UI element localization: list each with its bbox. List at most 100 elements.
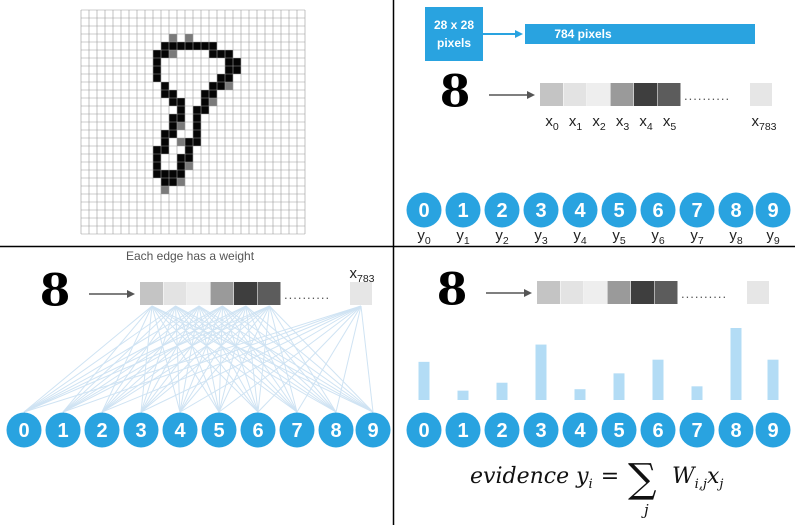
formula-lhs: evidence y xyxy=(470,464,589,489)
digit-thumbnail: 8 xyxy=(440,67,471,118)
pixel-cell xyxy=(210,282,234,305)
x-label: x1 xyxy=(569,113,583,133)
y-label: y9 xyxy=(766,227,780,247)
weight-edge xyxy=(101,305,270,413)
ink-pixel xyxy=(161,50,169,58)
digit-node-label: 9 xyxy=(367,420,378,442)
digit-node xyxy=(755,412,791,448)
x-label-base: x xyxy=(663,113,671,130)
weight-edge xyxy=(62,305,270,413)
ink-pixel xyxy=(177,154,185,162)
digit-thumbnail: 8 xyxy=(437,265,468,316)
pixel-cell xyxy=(234,282,257,305)
digit-node xyxy=(640,412,676,448)
digit-node-label: 6 xyxy=(252,420,263,442)
pixel-vector-row: 8 ..........x0 x1 x2 x3 x4 x5 x783 xyxy=(440,67,777,134)
digit-node-label: 8 xyxy=(330,420,341,442)
ink-pixel xyxy=(177,162,185,170)
weight-edge xyxy=(23,305,362,413)
x-label-base: x xyxy=(545,113,553,130)
ink-pixel xyxy=(169,122,177,130)
weight-edge xyxy=(62,305,247,413)
ink-pixel xyxy=(225,74,233,82)
ink-pixel xyxy=(177,42,185,50)
y-label: y3 xyxy=(534,227,548,247)
ink-pixel xyxy=(201,42,209,50)
formula-sum-index: j xyxy=(641,501,649,519)
ink-pixel xyxy=(217,82,225,90)
ink-pixel xyxy=(217,74,225,82)
digit-node-label: 2 xyxy=(496,200,507,222)
x-label-last-weights: x783 xyxy=(349,265,374,285)
digit-node-label: 8 xyxy=(730,420,741,442)
ink-pixel xyxy=(177,170,185,178)
weight-edge xyxy=(179,305,270,413)
evidence-bar xyxy=(730,328,742,400)
digit-node xyxy=(318,412,354,448)
weight-edge xyxy=(101,305,223,413)
vector-bar-label: 784 pixels xyxy=(554,27,612,41)
ink-pixel xyxy=(153,58,161,66)
weight-edge xyxy=(23,305,270,413)
digit-node-label: 9 xyxy=(767,200,778,222)
pixel-grid-panel xyxy=(80,9,306,235)
x-label-last-base: x xyxy=(751,113,759,130)
weight-edge xyxy=(257,305,270,413)
weight-edge xyxy=(23,305,200,413)
evidence-formula: evidence yi = xyxy=(470,464,619,492)
digit-node-label: 0 xyxy=(418,200,429,222)
output-digit-row: 0 1 2 3 4 5 6 7 8 9y0 y1 y2 y3 y4 y5 y6 y7 y8 y9 xyxy=(406,192,791,247)
pixel-cell xyxy=(257,282,281,305)
ink-pixel-soft xyxy=(177,178,185,186)
ink-pixel xyxy=(169,90,177,98)
x-label-subscript: 4 xyxy=(647,121,653,133)
ink-pixel xyxy=(193,122,201,130)
image-size-box xyxy=(425,7,483,61)
digit-node xyxy=(279,412,315,448)
digit-node xyxy=(355,412,391,448)
digit-node xyxy=(718,192,754,228)
digit-node xyxy=(562,412,598,448)
flatten-arrow-head xyxy=(127,290,135,298)
pixel-cell xyxy=(540,83,563,106)
x-label-last-weights-subscript: 783 xyxy=(357,273,375,285)
weight-edge xyxy=(269,305,374,413)
weights-panel: Each edge has a weight 8 ..........x783 0… xyxy=(6,249,391,448)
digit-node-label: 6 xyxy=(652,200,663,222)
ink-pixel xyxy=(201,90,209,98)
weight-edge xyxy=(269,305,298,413)
pixel-cell xyxy=(634,83,657,106)
digit-node-label: 4 xyxy=(574,200,586,222)
y-label-base: y xyxy=(495,227,503,244)
y-label: y2 xyxy=(495,227,509,247)
digit-node xyxy=(162,412,198,448)
ink-pixel xyxy=(177,106,185,114)
output-digit-row-weights: 0 1 2 3 4 5 6 7 8 9 xyxy=(6,412,391,448)
y-label: y7 xyxy=(690,227,704,247)
weight-edge xyxy=(23,305,176,413)
digit-node xyxy=(406,192,442,228)
x-label: x4 xyxy=(639,113,653,133)
weight-edge xyxy=(101,305,153,413)
evidence-bar xyxy=(535,344,547,400)
ink-pixel-soft xyxy=(209,98,217,106)
y-label: y4 xyxy=(573,227,587,247)
ink-pixel xyxy=(217,50,225,58)
x-label-last-subscript: 783 xyxy=(759,121,777,133)
pixel-cell xyxy=(187,282,210,305)
y-label-subscript: 9 xyxy=(774,235,780,247)
pixel-cell xyxy=(657,83,681,106)
digit-node xyxy=(601,192,637,228)
ink-pixel xyxy=(193,114,201,122)
ink-pixel xyxy=(209,82,217,90)
weight-edge xyxy=(360,305,374,413)
pixel-cell xyxy=(560,281,584,304)
ink-pixel-soft xyxy=(185,34,193,42)
digit-node-label: 3 xyxy=(135,420,146,442)
weight-edge xyxy=(218,305,362,413)
digit-node xyxy=(123,412,159,448)
weight-edge xyxy=(101,305,362,413)
digit-node xyxy=(755,192,791,228)
y-label-subscript: 7 xyxy=(698,235,704,247)
